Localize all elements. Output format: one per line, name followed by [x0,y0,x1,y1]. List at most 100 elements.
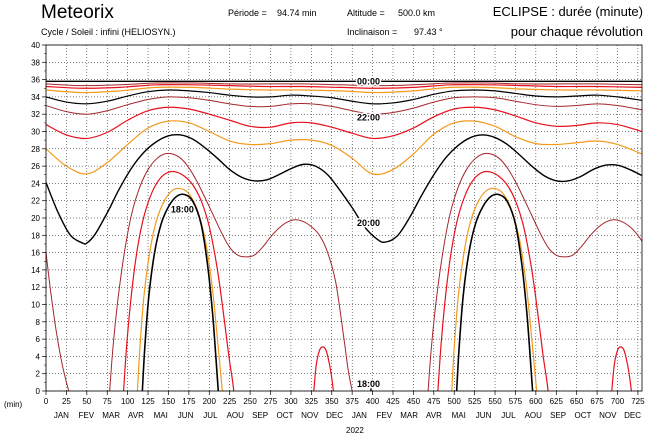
y-axis-unit-label: (min) [4,400,23,409]
annotation-layer: 00:0000:0022:0022:0020:0020:0018:0018:00… [169,75,381,391]
series-line-5 [45,96,643,115]
month-label: SEP [550,411,566,420]
series-line-4 [45,89,643,105]
y-tick-label: 0 [36,387,41,396]
y-tick-label: 36 [31,76,40,85]
y-tick-label: 28 [31,145,40,154]
series-line-14 [136,187,223,392]
x-tick-label: 525 [468,397,482,406]
series-line-13 [437,170,549,392]
month-label: JUN [476,411,492,420]
x-tick-label: 575 [509,397,523,406]
x-tick-label: 175 [182,397,196,406]
x-tick-label: 725 [631,397,645,406]
month-label: AVR [128,411,144,420]
month-label: MAR [400,411,418,420]
annotation-halo: 18:00 [357,379,380,389]
x-tick-label: 50 [82,397,91,406]
period-value: 94.74 min [277,8,317,18]
x-tick-label: 450 [407,397,421,406]
series-line-10 [109,152,353,392]
series-line-2 [45,83,643,89]
month-label: MAR [102,411,120,420]
series-line-9 [45,252,70,392]
month-label: JUL [203,411,218,420]
series-line-17 [455,193,534,392]
inclination-value: 97.43 ° [414,27,443,37]
series-layer [45,80,643,392]
series-line-12 [122,170,235,392]
y-tick-label: 18 [31,231,40,240]
month-label: JAN [54,411,69,420]
x-tick-label: 275 [264,397,278,406]
x-tick-label: 375 [345,397,359,406]
x-tick-label: 425 [386,397,400,406]
annotation-halo: 20:00 [357,218,380,228]
altitude-value: 500.0 km [398,8,436,18]
annotation-label: 22:00 [357,113,380,123]
series-line-16 [141,193,220,392]
y-tick-label: 12 [31,283,40,292]
x-tick-label: 300 [284,397,298,406]
series-line-8 [45,133,643,245]
annotation-halo: 22:00 [357,113,380,123]
month-label: JAN [352,411,367,420]
x-tick-label: 700 [611,397,625,406]
y-tick-label: 14 [31,266,40,275]
chart-title-line-2: pour chaque révolution [510,24,643,39]
series-line-15 [451,187,538,392]
x-tick-label: 600 [529,397,543,406]
y-tick-label: 6 [36,335,41,344]
y-tick-label: 38 [31,58,40,67]
y-tick-label: 4 [36,352,41,361]
x-tick-label: 625 [550,397,564,406]
y-tick-label: 34 [31,93,40,102]
month-label: OCT [276,411,293,420]
month-label: OCT [574,411,591,420]
x-tick-label: 400 [366,397,380,406]
y-tick-label: 2 [36,370,41,379]
month-label: AOU [525,411,543,420]
y-tick-label: 8 [36,318,41,327]
x-tick-label: 75 [103,397,112,406]
altitude-label: Altitude = [347,8,385,18]
month-label: SEP [252,411,268,420]
y-tick-label: 16 [31,249,40,258]
cycle-subtitle: Cycle / Soleil : infini (HELIOSYN.) [41,27,176,37]
x-tick-label: 25 [62,397,71,406]
x-tick-label: 250 [243,397,257,406]
y-tick-label: 40 [31,41,40,50]
month-label: AVR [426,411,442,420]
month-label: MAI [452,411,466,420]
y-tick-label: 22 [31,197,40,206]
x-tick-label: 150 [162,397,176,406]
x-tick-label: 100 [121,397,135,406]
y-tick-label: 32 [31,110,40,119]
series-line-3 [45,86,643,94]
series-line-6 [45,106,643,140]
app-title: Meteorix [41,2,114,23]
series-line-18 [313,346,334,392]
x-tick-label: 325 [305,397,319,406]
month-label: FEV [78,411,94,420]
annotation-label: 18:00 [357,379,380,389]
x-tick-label: 350 [325,397,339,406]
x-tick-label: 500 [448,397,462,406]
series-line-1 [45,82,643,87]
annotation-label: 20:00 [357,218,380,228]
series-line-11 [427,152,643,392]
annotation-label: 00:00 [357,76,380,86]
chart-title-line-1: ECLIPSE : durée (minute) [492,4,643,19]
x-tick-label: 200 [203,397,217,406]
inclination-label: Inclinaison = [347,27,398,37]
period-label: Période = [228,8,267,18]
x-tick-label: 475 [427,397,441,406]
y-tick-label: 20 [31,214,40,223]
month-label: JUL [501,411,516,420]
annotation-label: 18:00 [171,204,194,214]
month-label: DEC [326,411,343,420]
month-label: MAI [154,411,168,420]
annotation-halo: 18:00 [171,204,194,214]
